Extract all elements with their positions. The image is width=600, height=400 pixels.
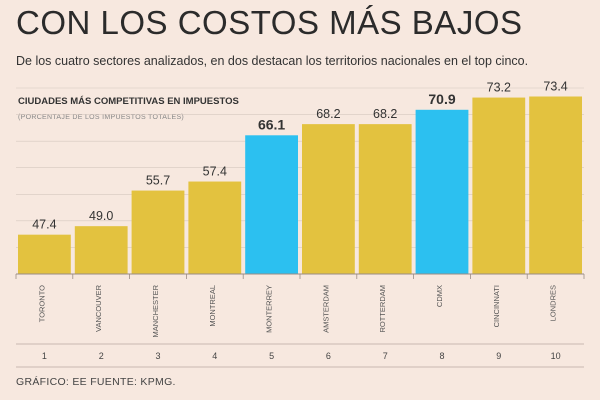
rank-label: 3: [155, 351, 160, 361]
page-title: CON LOS COSTOS MÁS BAJOS: [16, 4, 523, 41]
rank-label: 9: [496, 351, 501, 361]
category-label: MONTREAL: [208, 285, 217, 327]
bar: [188, 181, 242, 274]
category-label: MANCHESTER: [151, 284, 160, 337]
rank-label: 7: [383, 351, 388, 361]
rank-label: 4: [212, 351, 217, 361]
data-label: 68.2: [316, 107, 340, 121]
chart-subtitle: (PORCENTAJE DE LOS IMPUESTOS TOTALES): [18, 114, 184, 121]
rank-label: 5: [269, 351, 274, 361]
rank-label: 8: [439, 351, 444, 361]
bar: [529, 96, 582, 274]
bar: [472, 97, 526, 275]
bar: [18, 234, 71, 274]
category-label: CDMX: [435, 285, 444, 307]
category-label: MONTERREY: [265, 285, 274, 333]
bar: [245, 135, 298, 274]
data-label: 68.2: [373, 107, 397, 121]
data-label: 49.0: [89, 209, 113, 223]
bar: [358, 124, 412, 274]
source-credit: GRÁFICO: EE FUENTE: KPMG.: [16, 376, 176, 388]
data-label: 73.4: [543, 80, 567, 94]
data-label: 66.1: [258, 116, 285, 132]
rank-label: 2: [99, 351, 104, 361]
bar: [415, 109, 469, 274]
data-label: 47.4: [32, 218, 56, 232]
category-label: LONDRES: [549, 285, 558, 321]
data-label: 55.7: [146, 174, 170, 188]
category-label: ROTTERDAM: [378, 285, 387, 333]
category-label: VANCOUVER: [94, 284, 103, 332]
rank-label: 1: [42, 351, 47, 361]
bar: [74, 226, 128, 274]
chart-title: CIUDADES MÁS COMPETITIVAS EN IMPUESTOS: [18, 96, 239, 107]
rank-label: 6: [326, 351, 331, 361]
category-label: TORONTO: [37, 285, 46, 322]
rank-label: 10: [551, 351, 561, 361]
category-label: CINCINNATI: [492, 285, 501, 327]
data-label: 73.2: [487, 81, 511, 95]
category-label: AMSTERDAM: [321, 285, 330, 333]
page-subtitle: De los cuatro sectores analizados, en do…: [16, 54, 529, 68]
bar: [302, 124, 355, 274]
bar: [131, 190, 185, 274]
data-label: 70.9: [428, 91, 455, 107]
data-label: 57.4: [203, 165, 227, 179]
